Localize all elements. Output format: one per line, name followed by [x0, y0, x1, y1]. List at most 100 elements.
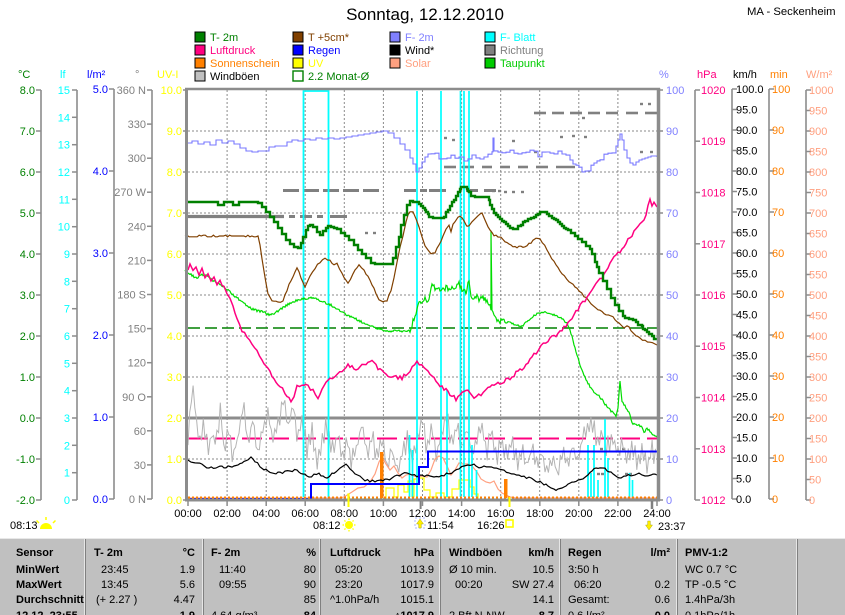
svg-text:10.0: 10.0: [736, 453, 757, 465]
svg-text:1015: 1015: [701, 341, 725, 353]
svg-text:2: 2: [64, 440, 70, 452]
svg-text:4.0: 4.0: [20, 249, 35, 261]
svg-text:6.0: 6.0: [167, 249, 182, 261]
svg-text:30: 30: [666, 372, 678, 384]
svg-text:20: 20: [666, 413, 678, 425]
svg-text:00:00: 00:00: [174, 508, 202, 520]
svg-text:70.0: 70.0: [736, 207, 757, 219]
svg-text:1018: 1018: [701, 188, 725, 200]
svg-text:50: 50: [809, 475, 821, 487]
svg-text:8.0: 8.0: [167, 167, 182, 179]
svg-text:1.9: 1.9: [180, 564, 195, 576]
svg-text:270 W: 270 W: [114, 187, 146, 199]
svg-text:2.0: 2.0: [20, 331, 35, 343]
svg-text:950: 950: [809, 106, 827, 118]
svg-text:Wind*: Wind*: [405, 45, 435, 57]
svg-text:750: 750: [809, 188, 827, 200]
svg-text:W/m²: W/m²: [806, 69, 833, 81]
svg-text:240: 240: [128, 221, 146, 233]
svg-text:20.0: 20.0: [736, 412, 757, 424]
svg-text:90: 90: [666, 126, 678, 138]
svg-text:4.0: 4.0: [93, 166, 108, 178]
svg-text:15.0: 15.0: [736, 433, 757, 445]
svg-text:25.0: 25.0: [736, 392, 757, 404]
svg-text:0.0: 0.0: [736, 494, 751, 506]
svg-text:Regen: Regen: [568, 547, 602, 559]
svg-text:3.0: 3.0: [93, 248, 108, 260]
svg-text:°C: °C: [18, 69, 30, 81]
svg-text:23:45: 23:45: [101, 564, 129, 576]
svg-text:80: 80: [666, 167, 678, 179]
svg-text:5.0: 5.0: [167, 290, 182, 302]
svg-text:9.0: 9.0: [167, 126, 182, 138]
svg-text:90: 90: [772, 125, 784, 137]
svg-text:1.9: 1.9: [180, 610, 195, 615]
svg-text:lf: lf: [60, 69, 66, 81]
svg-text:06:00: 06:00: [291, 508, 319, 520]
svg-text:90: 90: [304, 579, 316, 591]
svg-text:SW 27.4: SW 27.4: [512, 579, 554, 591]
svg-text:UV: UV: [308, 58, 324, 70]
svg-text:10.5: 10.5: [533, 564, 554, 576]
svg-text:Windböen: Windböen: [449, 547, 502, 559]
svg-text:14:00: 14:00: [448, 508, 476, 520]
svg-text:45.0: 45.0: [736, 310, 757, 322]
svg-text:360 N: 360 N: [117, 85, 146, 97]
svg-text:7: 7: [64, 304, 70, 316]
svg-text:13:45: 13:45: [101, 579, 129, 591]
svg-text:F- 2m: F- 2m: [211, 547, 241, 559]
svg-text:%: %: [659, 69, 669, 81]
svg-text:l/m²: l/m²: [650, 547, 670, 559]
svg-text:3:50 h: 3:50 h: [568, 564, 599, 576]
svg-text:60.0: 60.0: [736, 248, 757, 260]
svg-text:Windböen: Windböen: [210, 71, 260, 83]
svg-text:hPa: hPa: [697, 69, 717, 81]
svg-text:MA - Seckenheim: MA - Seckenheim: [747, 6, 836, 18]
svg-text:5.0: 5.0: [93, 84, 108, 96]
svg-text:2.2 Monat-Ø: 2.2 Monat-Ø: [308, 71, 370, 83]
svg-text:14.1: 14.1: [533, 594, 554, 606]
svg-text:8.0: 8.0: [20, 85, 35, 97]
svg-text:09:55: 09:55: [219, 579, 247, 591]
svg-text:0.2: 0.2: [655, 579, 670, 591]
svg-text:4.47: 4.47: [174, 594, 195, 606]
svg-text:7.0: 7.0: [167, 208, 182, 220]
svg-text:0.0: 0.0: [655, 610, 670, 615]
svg-text:°C: °C: [183, 547, 195, 559]
svg-text:10.0: 10.0: [161, 85, 182, 97]
svg-text:Solar: Solar: [405, 58, 431, 70]
svg-text:2.0: 2.0: [167, 413, 182, 425]
svg-text:0: 0: [809, 495, 815, 507]
svg-text:0 N: 0 N: [129, 494, 146, 506]
svg-text:3: 3: [64, 413, 70, 425]
svg-text:5.0: 5.0: [20, 208, 35, 220]
svg-text:3.0: 3.0: [167, 372, 182, 384]
svg-text:50.0: 50.0: [736, 289, 757, 301]
svg-text:300: 300: [128, 153, 146, 165]
svg-text:1016: 1016: [701, 290, 725, 302]
svg-text:100.0: 100.0: [736, 84, 764, 96]
svg-text:Luftdruck: Luftdruck: [210, 45, 256, 57]
svg-text:TP -0.5 °C: TP -0.5 °C: [685, 579, 736, 591]
svg-text:10: 10: [772, 453, 784, 465]
svg-text:hPa: hPa: [414, 547, 435, 559]
svg-text:0: 0: [772, 494, 778, 506]
svg-text:°: °: [135, 69, 139, 81]
svg-text:300: 300: [809, 372, 827, 384]
svg-text:700: 700: [809, 208, 827, 220]
svg-text:08:12: 08:12: [313, 520, 341, 532]
svg-text:60: 60: [134, 426, 146, 438]
svg-text:1: 1: [64, 468, 70, 480]
svg-text:F- Blatt: F- Blatt: [500, 32, 535, 44]
svg-text:30: 30: [772, 371, 784, 383]
svg-text:Regen: Regen: [308, 45, 340, 57]
svg-text:4: 4: [64, 386, 70, 398]
svg-text:0.6 l/m²: 0.6 l/m²: [568, 610, 605, 615]
svg-text:10: 10: [666, 454, 678, 466]
svg-text:5.6: 5.6: [180, 579, 195, 591]
svg-text:l/m²: l/m²: [87, 69, 106, 81]
svg-text:Luftdruck: Luftdruck: [330, 547, 382, 559]
svg-text:6: 6: [64, 331, 70, 343]
svg-text:08:00: 08:00: [331, 508, 359, 520]
svg-text:10:00: 10:00: [370, 508, 398, 520]
